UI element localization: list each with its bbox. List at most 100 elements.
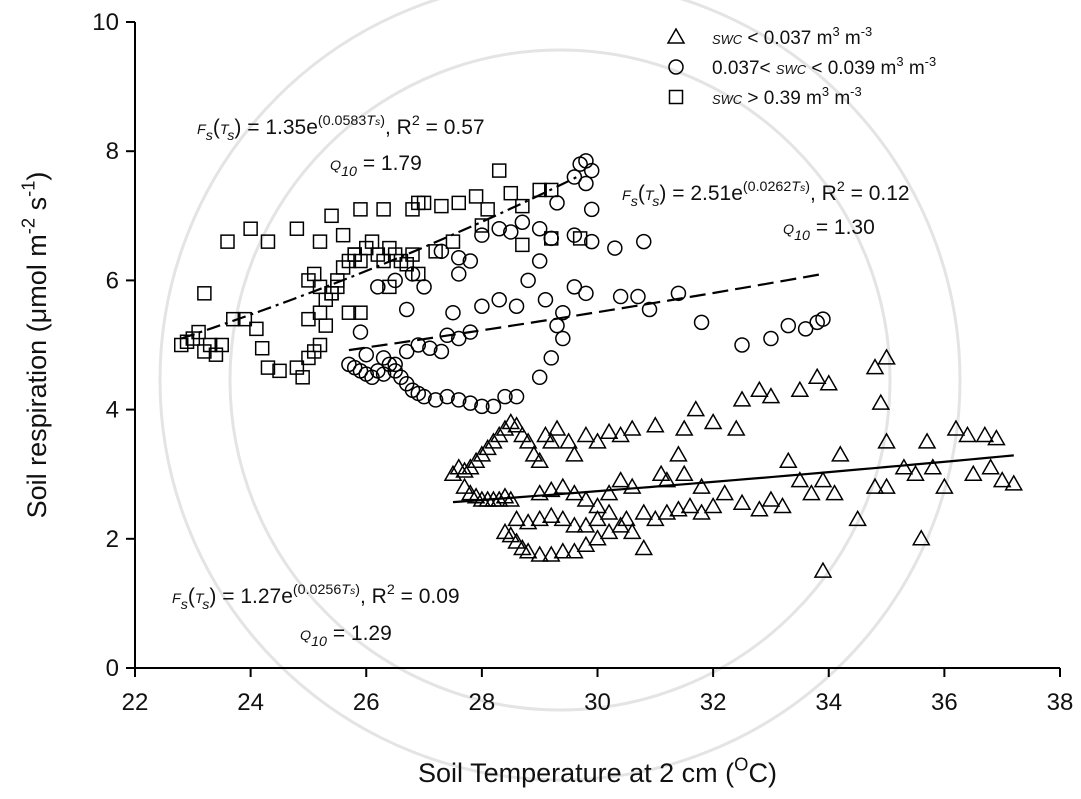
point bbox=[220, 234, 235, 249]
point bbox=[341, 305, 357, 320]
text-run: F bbox=[172, 591, 182, 607]
point bbox=[670, 285, 687, 302]
text-run: 10 bbox=[794, 228, 810, 244]
text-run: T bbox=[220, 122, 230, 138]
point bbox=[958, 425, 977, 443]
text-run: s bbox=[652, 194, 659, 210]
y-tick-label: 6 bbox=[106, 267, 119, 294]
point bbox=[578, 175, 594, 192]
point bbox=[191, 324, 206, 340]
point bbox=[514, 214, 531, 231]
point bbox=[831, 445, 850, 462]
point bbox=[468, 189, 484, 204]
point bbox=[622, 477, 642, 494]
text-run: Q bbox=[330, 158, 341, 174]
point bbox=[865, 477, 885, 494]
point bbox=[507, 509, 526, 527]
point bbox=[387, 356, 403, 373]
point bbox=[611, 471, 630, 488]
point bbox=[515, 237, 530, 253]
point bbox=[583, 162, 600, 179]
point bbox=[462, 253, 479, 269]
point bbox=[462, 395, 479, 411]
point bbox=[576, 490, 596, 507]
point bbox=[599, 503, 619, 520]
text-run: s bbox=[227, 128, 234, 144]
text-run: ( bbox=[213, 116, 220, 139]
text-run: ) bbox=[380, 113, 385, 129]
point bbox=[312, 337, 328, 353]
point bbox=[503, 185, 519, 201]
point bbox=[583, 233, 600, 250]
point bbox=[630, 288, 646, 305]
point bbox=[657, 503, 677, 520]
fit-equation: Fs(Ts) = 2.51e(0.0262Ts), R2 = 0.12 bbox=[622, 179, 910, 210]
point bbox=[553, 477, 573, 494]
point bbox=[715, 484, 734, 501]
x-tick-label: 30 bbox=[584, 689, 611, 716]
point bbox=[761, 490, 781, 507]
point bbox=[763, 330, 779, 347]
legend-label: SWC > 0.39 m3 m-3 bbox=[712, 84, 862, 109]
point bbox=[674, 419, 694, 436]
point bbox=[416, 279, 432, 295]
text-run: s bbox=[22, 197, 52, 218]
point bbox=[507, 416, 526, 433]
point bbox=[963, 464, 983, 481]
point bbox=[524, 445, 544, 462]
text-run: T bbox=[791, 179, 801, 195]
point bbox=[599, 422, 619, 439]
point bbox=[410, 337, 427, 353]
x-tick-label: 38 bbox=[1047, 689, 1074, 716]
x-tick-label: 22 bbox=[122, 689, 149, 716]
point bbox=[825, 484, 844, 501]
point bbox=[411, 266, 426, 282]
q10-label: Q10 = 1.79 bbox=[330, 152, 422, 180]
x-tick-label: 36 bbox=[931, 689, 958, 716]
x-tick-label: 28 bbox=[469, 689, 496, 716]
point bbox=[541, 480, 561, 498]
text-run: 3 bbox=[822, 84, 829, 99]
point bbox=[301, 311, 316, 327]
point bbox=[451, 266, 467, 282]
point bbox=[669, 500, 688, 517]
point bbox=[686, 400, 706, 417]
point bbox=[295, 370, 310, 385]
text-run: < 0.037 m bbox=[742, 28, 832, 49]
text-run: -3 bbox=[861, 24, 872, 39]
point bbox=[518, 432, 538, 449]
point bbox=[544, 231, 559, 246]
point bbox=[578, 285, 594, 302]
point bbox=[428, 244, 443, 259]
point bbox=[544, 182, 559, 198]
point bbox=[474, 298, 490, 314]
point bbox=[819, 374, 839, 391]
point bbox=[946, 419, 966, 436]
point bbox=[906, 464, 925, 481]
point bbox=[877, 348, 896, 365]
point bbox=[398, 343, 415, 360]
point bbox=[780, 317, 797, 334]
text-run: Soil respiration (μmol m bbox=[22, 234, 52, 518]
point bbox=[750, 500, 769, 517]
point bbox=[732, 390, 752, 407]
text-run: T bbox=[645, 188, 655, 204]
point bbox=[549, 195, 565, 211]
text-run: T bbox=[195, 591, 205, 607]
point bbox=[981, 458, 1000, 475]
point bbox=[572, 231, 588, 246]
point bbox=[353, 305, 368, 320]
text-run: 2 bbox=[412, 113, 420, 129]
y-tick-label: 8 bbox=[106, 138, 119, 165]
point bbox=[553, 509, 573, 527]
point bbox=[935, 477, 954, 494]
text-run: s bbox=[202, 597, 209, 613]
point bbox=[773, 496, 792, 514]
text-run: -3 bbox=[925, 54, 936, 69]
point bbox=[622, 522, 642, 540]
point bbox=[622, 419, 642, 436]
text-run: 3 bbox=[832, 24, 839, 39]
fit-line bbox=[348, 272, 824, 352]
point bbox=[532, 182, 547, 198]
